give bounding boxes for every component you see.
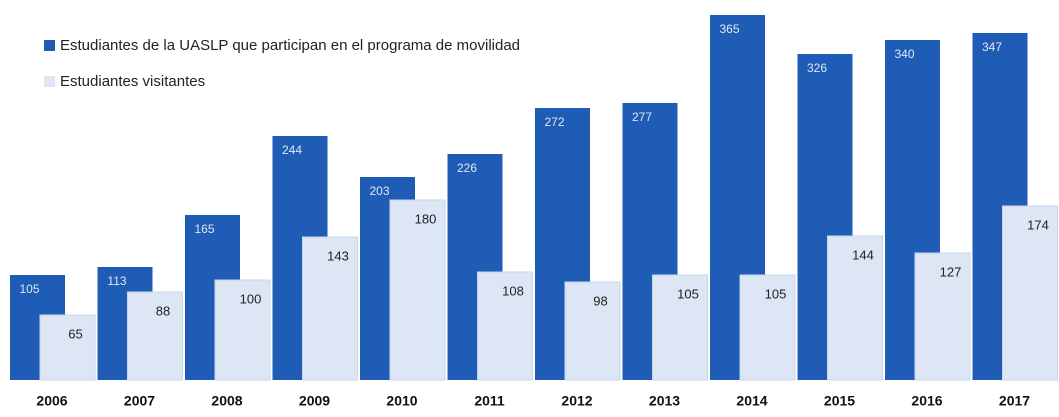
bar: [914, 252, 971, 381]
value-label: 174: [1027, 217, 1049, 232]
value-label: 272: [544, 115, 564, 129]
bar: [564, 281, 621, 381]
x-tick-label: 2011: [474, 393, 505, 409]
value-label: 347: [982, 40, 1002, 54]
x-tick-label: 2013: [649, 393, 680, 409]
value-label: 105: [677, 286, 699, 301]
value-label: 165: [194, 222, 214, 236]
value-label: 127: [940, 264, 962, 279]
value-label: 105: [19, 282, 39, 296]
bar: [127, 291, 183, 381]
legend-swatch: [44, 76, 55, 87]
value-label: 365: [719, 22, 739, 36]
x-tick-label: 2006: [36, 393, 67, 409]
value-label: 326: [807, 61, 827, 75]
bar: [1002, 205, 1058, 381]
value-label: 180: [415, 211, 437, 226]
value-label: 65: [68, 326, 82, 341]
legend-label: Estudiantes visitantes: [60, 73, 205, 90]
value-label: 143: [327, 248, 349, 263]
value-label: 108: [502, 283, 524, 298]
value-label: 226: [457, 161, 477, 175]
value-label: 98: [593, 293, 607, 308]
bar: [739, 274, 796, 381]
bar: [477, 271, 533, 381]
value-label: 144: [852, 247, 874, 262]
x-tick-label: 2008: [211, 393, 242, 409]
value-label: 100: [240, 291, 262, 306]
x-tick-label: 2016: [911, 393, 942, 409]
value-label: 277: [632, 110, 652, 124]
x-tick-label: 2010: [386, 393, 417, 409]
x-tick-label: 2017: [999, 393, 1030, 409]
x-tick-label: 2014: [736, 393, 767, 409]
x-tick-label: 2007: [124, 393, 155, 409]
value-label: 203: [369, 184, 389, 198]
value-label: 88: [156, 303, 170, 318]
x-tick-label: 2009: [299, 393, 330, 409]
legend-label: Estudiantes de la UASLP que participan e…: [60, 37, 520, 54]
value-label: 340: [894, 47, 914, 61]
bar: [827, 235, 883, 381]
value-label: 244: [282, 143, 302, 157]
x-tick-label: 2015: [824, 393, 855, 409]
bar: [39, 314, 96, 381]
value-label: 113: [107, 274, 126, 288]
legend-swatch: [44, 40, 55, 51]
bar: [389, 199, 446, 381]
value-label: 105: [765, 286, 787, 301]
bar: [214, 279, 271, 381]
bar: [302, 236, 358, 381]
bar: [652, 274, 708, 381]
x-tick-label: 2012: [561, 393, 592, 409]
